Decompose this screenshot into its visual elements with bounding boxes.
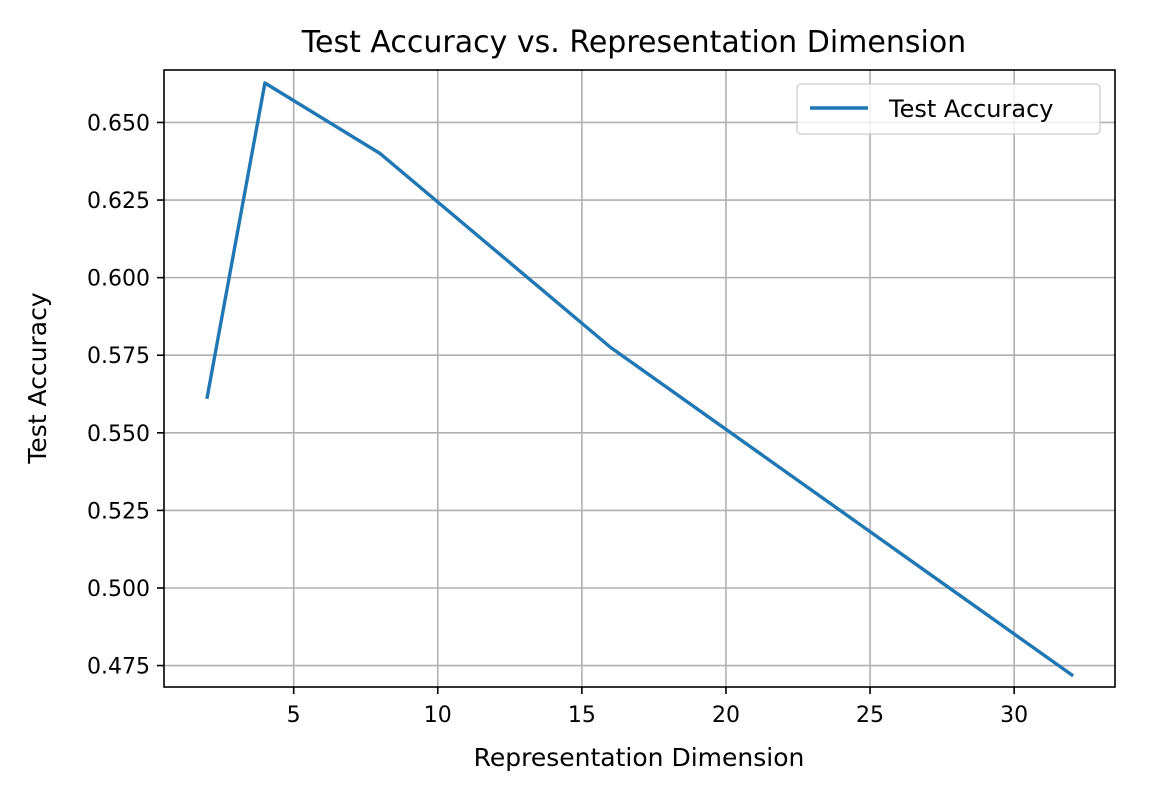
y-tick-label: 0.600 [87, 267, 150, 292]
series-line [205, 81, 1075, 678]
x-tick-label: 5 [287, 703, 301, 728]
legend: Test Accuracy [796, 83, 1101, 135]
y-tick-label: 0.550 [87, 422, 150, 447]
y-tick-label: 0.650 [87, 111, 150, 136]
x-axis-label: Representation Dimension [474, 743, 805, 772]
chart-title: Test Accuracy vs. Representation Dimensi… [301, 25, 966, 60]
y-tick-label: 0.500 [87, 577, 150, 602]
x-tick-label: 10 [424, 703, 452, 728]
plot-frame [163, 69, 1116, 688]
x-tick-label: 20 [712, 703, 740, 728]
y-tick-label: 0.625 [87, 189, 150, 214]
x-tick-label: 25 [856, 703, 884, 728]
legend-box [796, 83, 1101, 135]
x-tick-label: 30 [1000, 703, 1028, 728]
y-tick-label: 0.525 [87, 499, 150, 524]
y-tick-label: 0.475 [87, 655, 150, 680]
legend-label: Test Accuracy [888, 95, 1053, 123]
y-axis-ticks: 0.475 0.500 0.525 0.550 0.575 0.600 0.625 0.650 [87, 111, 164, 680]
grid-lines [164, 70, 1115, 687]
y-tick-label: 0.575 [87, 344, 150, 369]
x-tick-label: 15 [568, 703, 596, 728]
x-axis-ticks: 5 10 15 20 25 30 [287, 687, 1028, 728]
y-axis-label: Test Accuracy [23, 292, 52, 465]
series-layer [205, 81, 1075, 678]
